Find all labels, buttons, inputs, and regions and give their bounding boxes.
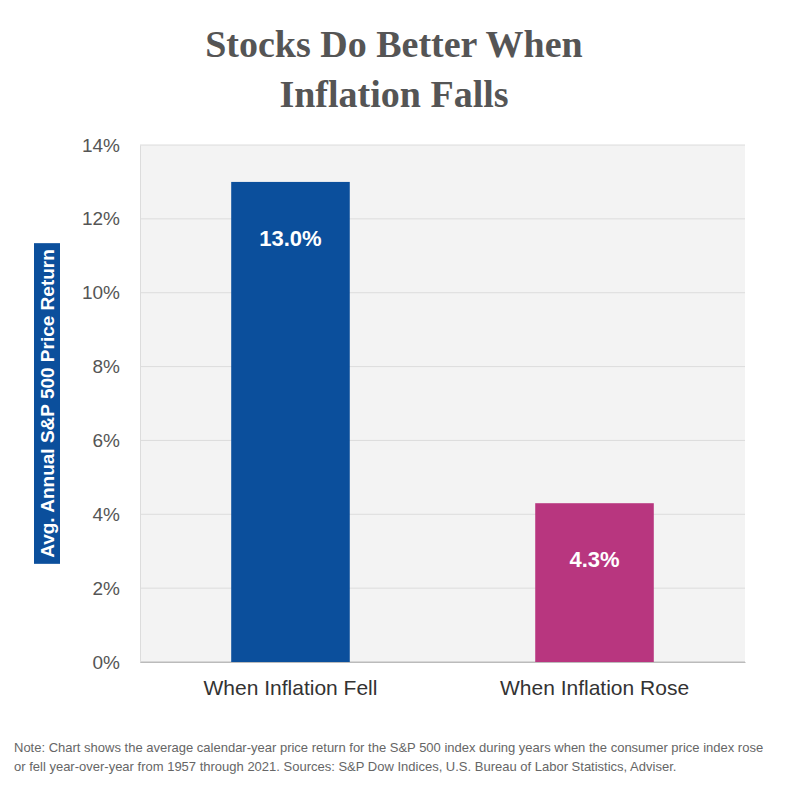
tick: 14% [82, 135, 140, 156]
data-labels: 13.0% 4.3% [259, 226, 619, 572]
tick-label: When Inflation Fell [204, 676, 378, 699]
tick-label: 2% [93, 578, 121, 599]
tick: 2% [93, 578, 140, 599]
grid-line [140, 588, 745, 589]
text-line: Inflation Falls [279, 73, 508, 115]
tick-label: 6% [93, 430, 121, 451]
note: Note: Chart shows the average calendar-y… [14, 740, 763, 774]
plot-background [140, 145, 745, 662]
y-axis-title: Avg. Annual S&P 500 Price Return [37, 249, 58, 558]
text-line: Stocks Do Better When [205, 23, 583, 65]
bar [231, 182, 350, 662]
tick: 6% [93, 430, 140, 451]
x-axis: When Inflation Fell When Inflation Rose [141, 662, 746, 699]
text-line: or fell year-over-year from 1957 through… [14, 759, 676, 774]
grid-line [140, 514, 745, 515]
grid-line [140, 662, 745, 663]
bar [535, 503, 654, 662]
tick: 10% [82, 282, 140, 303]
title: Stocks Do Better When Inflation Falls [205, 23, 583, 115]
data-label: 13.0% [259, 226, 321, 251]
bars [231, 182, 654, 662]
grid [140, 145, 745, 662]
tick-label: 8% [93, 356, 121, 377]
grid-line [140, 440, 745, 441]
tick: 8% [93, 356, 140, 377]
grid-line [140, 145, 745, 146]
grid-line [140, 218, 745, 219]
tick: When Inflation Fell [204, 662, 378, 699]
axis-line [140, 146, 141, 663]
grid-line [140, 292, 745, 293]
grid-line [140, 366, 745, 367]
y-axis: 0% 2% 4% 6% 8% 10% 12% 14% [82, 135, 141, 673]
axis-line [141, 662, 746, 663]
tick-label: 10% [82, 282, 120, 303]
y-axis-title-box [34, 243, 60, 564]
y-axis-title-group: Avg. Annual S&P 500 Price Return [34, 243, 60, 564]
tick-label: 12% [82, 208, 120, 229]
tick-label: 14% [82, 135, 120, 156]
tick: 4% [93, 504, 140, 525]
tick: 0% [93, 652, 140, 673]
tick: 12% [82, 208, 140, 229]
data-label: 4.3% [569, 547, 619, 572]
chart: Stocks Do Better When Inflation Falls 13.0… [0, 0, 788, 809]
text-line: Note: Chart shows the average calendar-y… [14, 740, 763, 755]
tick: When Inflation Rose [500, 662, 689, 699]
tick-label: When Inflation Rose [500, 676, 689, 699]
tick-label: 0% [93, 652, 121, 673]
tick-label: 4% [93, 504, 121, 525]
